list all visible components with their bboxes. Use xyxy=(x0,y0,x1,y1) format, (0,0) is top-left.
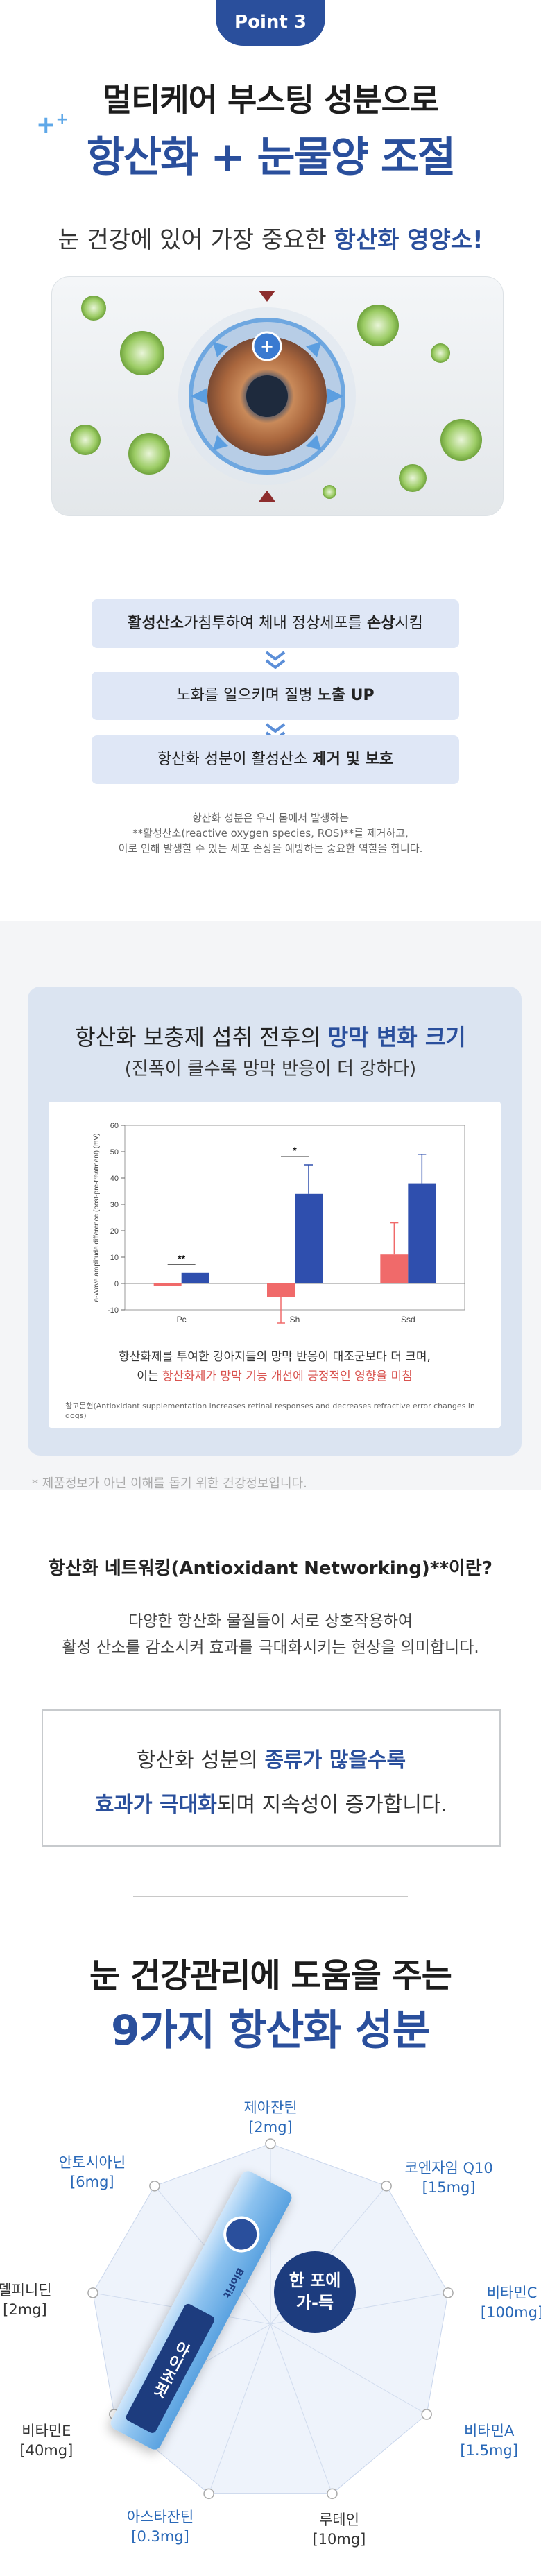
virus-icons xyxy=(70,296,482,499)
ingredient-label: 코엔자임 Q10 [15mg] xyxy=(393,2158,504,2197)
step-1: 활성산소가침투하여 체내 정상세포를 손상시킴 xyxy=(92,599,459,648)
significance-label: ** xyxy=(178,1253,185,1264)
network-title: 항산화 네트워킹(Antioxidant Networking)**이란? xyxy=(49,1558,492,1579)
ingredient-amount: [6mg] xyxy=(70,2173,114,2190)
network-highlight-box: 항산화 성분의 종류가 많을수록 효과가 극대화되며 지속성이 증가합니다. xyxy=(42,1709,501,1847)
product-logo-icon xyxy=(217,2210,266,2259)
bar xyxy=(181,1272,209,1283)
radar-spoke xyxy=(270,2323,427,2415)
ingredient-name: 비타민A xyxy=(463,2423,515,2439)
network-description: 다양한 항산화 물질들이 서로 상호작용하여 활성 산소를 감소시켜 효과를 극… xyxy=(62,1612,479,1657)
ingredient-label: 비타민E [40mg] xyxy=(0,2421,102,2460)
arrow-icons xyxy=(191,342,343,450)
ingredient-label: 제아잔틴 [2mg] xyxy=(215,2098,326,2137)
x-tick-label: Sh xyxy=(290,1315,300,1324)
y-tick-label: 50 xyxy=(110,1148,119,1157)
study-subtitle: (진폭이 클수록 망막 반응이 더 강하다) xyxy=(124,1059,417,1080)
radar-node xyxy=(265,2138,276,2149)
chart-panel: -10 0 10 20 30 40 50 60 a-Wave amplitude differe… xyxy=(49,1102,501,1428)
significance-label: * xyxy=(293,1145,297,1156)
y-tick-label: 30 xyxy=(110,1201,119,1209)
bar xyxy=(295,1193,323,1283)
ingredient-amount: [0.3mg] xyxy=(131,2528,189,2545)
bar-chart: -10 0 10 20 30 40 50 60 a-Wave amplitude differe… xyxy=(93,1122,465,1324)
sparkle-icon: ++ xyxy=(36,111,69,139)
ingredient-amount: [100mg] xyxy=(480,2303,541,2321)
ingredient-amount: [2mg] xyxy=(248,2119,293,2135)
ingredient-amount: [15mg] xyxy=(422,2178,476,2196)
product-badge: 한 포에 가-득 xyxy=(274,2251,356,2333)
product-brand: BioFit xyxy=(221,2265,246,2300)
bar xyxy=(153,1283,182,1286)
disclaimer: * 제품정보가 아닌 이해를 돕기 위한 건강정보입니다. xyxy=(32,1476,307,1491)
x-tick-label: Pc xyxy=(177,1315,187,1324)
ingredient-name: 아스타잔틴 xyxy=(126,2509,194,2526)
ingredient-label: 루테인 [10mg] xyxy=(284,2510,395,2549)
y-tick-label: 10 xyxy=(110,1254,119,1262)
ingredient-amount: [2mg] xyxy=(3,2301,47,2318)
radar-node xyxy=(443,2287,454,2298)
ingredient-name: 루테인 xyxy=(318,2511,359,2529)
radar-node xyxy=(381,2181,392,2192)
ingredient-label: 비타민C [100mg] xyxy=(456,2283,541,2322)
ingredient-name: 제아잔틴 xyxy=(243,2099,298,2116)
step-3: 항산화 성분이 활성산소 제거 및 보호 xyxy=(92,735,459,784)
chevron-down-icon xyxy=(265,651,286,669)
eye-antioxidant-illustration: + xyxy=(70,291,482,502)
step-2: 노화를 일으키며 질병 노출 UP xyxy=(92,672,459,720)
chart-caption: 항산화제를 투여한 강아지들의 망막 반응이 대조군보다 더 크며, 이는 항산… xyxy=(119,1350,431,1383)
y-tick-label: 0 xyxy=(114,1280,119,1288)
svg-text:+: + xyxy=(260,336,274,356)
radar-node xyxy=(421,2409,432,2420)
radar-node xyxy=(87,2287,98,2298)
radar-spoke xyxy=(208,2323,271,2494)
radar-node xyxy=(149,2181,160,2192)
radar-node xyxy=(203,2488,214,2500)
y-tick-label: 60 xyxy=(110,1122,119,1130)
headline-line1: 멀티케어 부스팅 성분으로 xyxy=(102,81,440,119)
subheading: 눈 건강에 있어 가장 중요한 항산화 영양소! xyxy=(58,226,483,254)
plot-frame xyxy=(124,1125,465,1311)
ingredient-amount: [10mg] xyxy=(312,2531,366,2548)
y-tick-label: -10 xyxy=(108,1306,119,1315)
ingredient-label: 아스타잔틴 [0.3mg] xyxy=(105,2507,216,2546)
red-arrow-icons xyxy=(259,291,275,502)
ingredients-heading-line2: 9가지 항산화 성분 xyxy=(111,2006,431,2055)
ingredient-name: 비타민C xyxy=(486,2284,538,2301)
x-tick-label: Ssd xyxy=(401,1315,415,1324)
point-badge: Point 3 xyxy=(216,0,325,46)
ingredients-heading-line1: 눈 건강관리에 도움을 주는 xyxy=(89,1956,452,1995)
network-box-line2: 효과가 극대화되며 지속성이 증가합니다. xyxy=(94,1793,448,1817)
reference-text: 참고문헌(Antioxidant supplementation increas… xyxy=(65,1401,475,1420)
study-title: 항산화 보충제 섭취 전후의 망막 변화 크기 xyxy=(75,1024,466,1050)
bar xyxy=(267,1283,295,1297)
ingredient-name: 비타민E xyxy=(22,2423,71,2439)
y-tick-label: 20 xyxy=(110,1227,119,1236)
ingredient-amount: [40mg] xyxy=(19,2442,74,2459)
ingredient-name: 델피니딘 xyxy=(0,2281,52,2298)
ingredient-name: 코엔자임 Q10 xyxy=(404,2159,493,2176)
divider xyxy=(133,1896,408,1897)
bar xyxy=(408,1183,436,1283)
network-box-line1: 항산화 성분의 종류가 많을수록 xyxy=(136,1748,406,1773)
y-axis-label: a-Wave amplitude difference (post-pre-tr… xyxy=(93,1134,101,1302)
ingredient-label: 델피니딘 [2mg] xyxy=(0,2280,80,2319)
bar xyxy=(380,1254,409,1283)
radar-spoke xyxy=(270,2323,333,2494)
ingredient-label: 비타민A [1.5mg] xyxy=(433,2421,541,2460)
radar-node xyxy=(327,2488,338,2500)
footnote: 항산화 성분은 우리 몸에서 발생하는 **활성산소(reactive oxyg… xyxy=(118,812,423,855)
ingredient-name: 안토시아닌 xyxy=(58,2153,126,2171)
ingredient-label: 안토시아닌 [6mg] xyxy=(37,2153,148,2192)
y-tick-label: 40 xyxy=(110,1175,119,1183)
ingredient-amount: [1.5mg] xyxy=(460,2442,518,2459)
eye-illustration: + xyxy=(51,276,504,516)
headline-line2: 항산화 + 눈물양 조절 xyxy=(86,133,456,182)
